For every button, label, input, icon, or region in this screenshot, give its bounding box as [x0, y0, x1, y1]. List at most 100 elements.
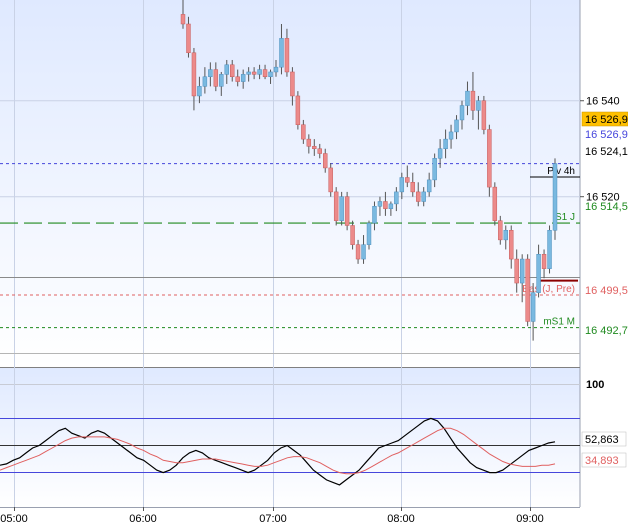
candle-body	[476, 100, 481, 111]
level-value-current: 16 526,9	[585, 114, 628, 126]
candle-body	[541, 254, 547, 269]
candle-body	[219, 74, 224, 87]
level-value-bas-j-pre: 16 499,5	[585, 285, 628, 297]
candle-body	[262, 69, 268, 78]
candle-body	[388, 203, 394, 209]
candle-body	[372, 206, 377, 224]
candle-body	[366, 222, 372, 245]
candle-body	[361, 244, 366, 260]
osc-value-label: 34,893	[585, 455, 619, 467]
candle-body	[416, 191, 421, 202]
level-value-ms1-m: 16 492,7	[585, 325, 628, 337]
candle-body	[333, 191, 339, 221]
candle-body	[498, 220, 503, 241]
candle-body	[487, 129, 492, 188]
level-tag-s1-j	[582, 199, 628, 213]
candle-body	[509, 230, 514, 260]
level-label-piv-4h: Piv 4h	[547, 166, 575, 177]
candle-body	[268, 71, 273, 78]
time-tick-label: 08:00	[387, 513, 415, 525]
level-tag-prev-close	[582, 127, 628, 141]
candle-body	[547, 230, 552, 269]
candle-body	[208, 69, 213, 78]
candle-body	[405, 177, 410, 183]
candle-body	[503, 230, 508, 241]
level-label-bas-j-pre: Bas (J, Pre)	[522, 284, 575, 295]
candle-body	[410, 182, 415, 193]
candle-body	[465, 90, 470, 106]
candle-body	[246, 71, 251, 75]
osc-tick-label: 100	[586, 379, 604, 391]
candle-body	[344, 196, 350, 226]
candle-body	[312, 146, 317, 149]
candle-body	[426, 179, 432, 193]
candle-body	[552, 163, 558, 231]
candle-body	[323, 153, 328, 169]
candle-body	[443, 138, 448, 149]
candle-body	[421, 191, 426, 202]
candle-body	[317, 148, 322, 154]
candle-body	[240, 74, 246, 82]
candle-body	[273, 66, 279, 73]
candle-body	[355, 244, 361, 260]
time-tick-label: 06:00	[129, 513, 157, 525]
candle-body	[481, 100, 487, 130]
time-axis	[0, 507, 580, 527]
candle-body	[306, 138, 312, 147]
level-label-ms1-m: mS1 M	[543, 317, 575, 328]
candle-body	[454, 119, 459, 133]
candle-body	[459, 105, 465, 121]
osc-value-label: 52,863	[585, 434, 619, 446]
candle-body	[213, 69, 219, 87]
axis-labels: 05:00 06:00 07:00 08:00 09:00 16 540 16 520 100	[0, 96, 619, 525]
candle-body	[328, 167, 333, 193]
candle-body	[180, 14, 186, 25]
candle-body	[492, 186, 498, 221]
candle-body	[186, 23, 191, 54]
candle-body	[536, 254, 541, 293]
candle-body	[383, 201, 388, 209]
candle-body	[230, 64, 235, 78]
candle-body	[251, 71, 257, 75]
level-tag-current	[581, 111, 628, 127]
candle-body	[235, 76, 240, 82]
price-tick-label: 16 520	[586, 192, 620, 204]
candle-body	[530, 292, 536, 322]
candle-body	[197, 86, 202, 97]
candle-body	[394, 191, 399, 205]
osc-value-tag	[581, 452, 627, 468]
time-tick-label: 07:00	[259, 513, 287, 525]
candle-body	[279, 38, 284, 68]
candle-body	[339, 196, 344, 221]
candle-body	[432, 158, 437, 181]
candle-body	[224, 64, 229, 75]
osc-value-tag	[581, 431, 627, 447]
candle-body	[525, 258, 530, 322]
candle-body	[191, 52, 197, 97]
level-tag-piv-4h	[582, 144, 628, 158]
osc-series-line	[0, 417, 556, 486]
candle-body	[284, 38, 290, 73]
level-value-piv-4h: 16 524,1	[585, 146, 628, 158]
level-tag-bas-j-pre	[582, 283, 628, 297]
osc-series-line	[0, 427, 556, 475]
candle-body	[448, 131, 454, 140]
candles	[180, 0, 558, 341]
candle-body	[399, 177, 405, 193]
level-value-s1-j: 16 514,5	[585, 201, 628, 213]
price-tick-label: 16 540	[586, 96, 620, 108]
candle-body	[257, 69, 262, 75]
candle-body	[437, 148, 443, 159]
level-value-prev-close: 16 526,9	[585, 129, 628, 141]
level-label-s1-j: S1 J	[555, 212, 575, 223]
time-tick-label: 05:00	[0, 513, 28, 525]
candle-body	[519, 258, 525, 284]
oscillator-lines: 52,863 34,893	[0, 417, 627, 486]
level-tag-ms1-m	[582, 323, 628, 337]
price-panel	[0, 0, 580, 367]
price-axis	[580, 0, 628, 527]
candle-body	[470, 90, 476, 111]
candle-body	[290, 71, 295, 97]
candle-body	[514, 258, 519, 284]
